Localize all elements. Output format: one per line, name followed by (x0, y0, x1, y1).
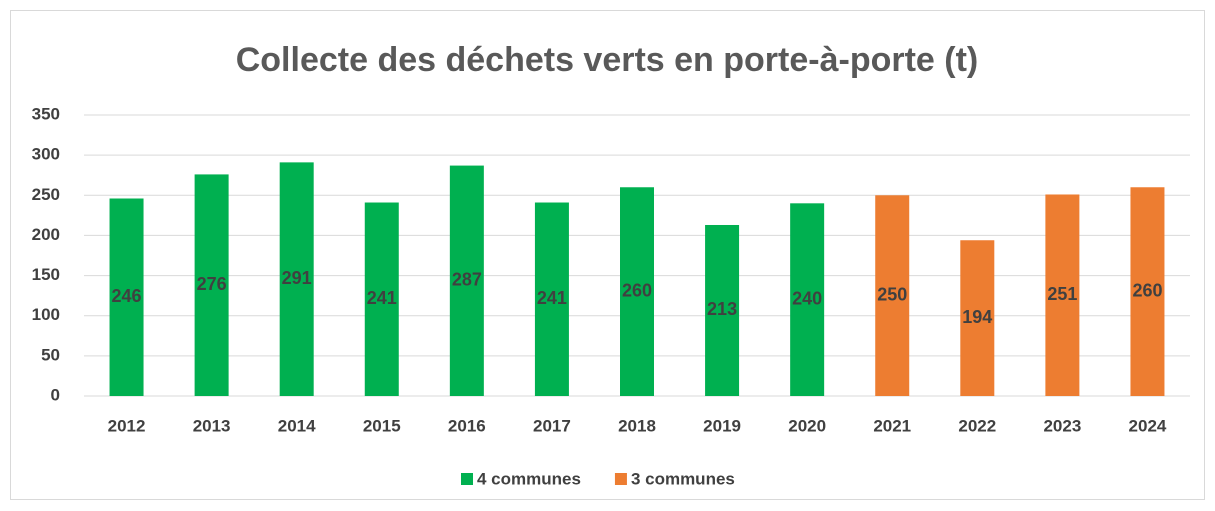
bar (534, 202, 569, 396)
data-label: 260 (1132, 280, 1162, 300)
data-label: 241 (367, 288, 397, 308)
bar (1130, 187, 1165, 396)
data-label: 241 (537, 288, 567, 308)
bar (364, 202, 399, 396)
bar (705, 224, 740, 396)
bar (875, 195, 910, 396)
x-tick-label: 2012 (108, 416, 146, 435)
data-label: 246 (112, 286, 142, 306)
x-tick-label: 2023 (1043, 416, 1081, 435)
chart-border (10, 10, 1205, 500)
bar (109, 198, 144, 396)
data-label: 291 (282, 268, 312, 288)
x-tick-label: 2019 (703, 416, 741, 435)
x-tick-label: 2021 (873, 416, 911, 435)
bar (279, 162, 314, 396)
data-label: 250 (877, 284, 907, 304)
x-tick-label: 2015 (363, 416, 401, 435)
data-label: 251 (1047, 284, 1077, 304)
data-label: 213 (707, 299, 737, 319)
data-label: 260 (622, 280, 652, 300)
x-tick-label: 2020 (788, 416, 826, 435)
x-tick-label: 2022 (958, 416, 996, 435)
x-tick-label: 2018 (618, 416, 656, 435)
legend-label: 4 communes (477, 469, 581, 488)
legend-label: 3 communes (631, 469, 735, 488)
y-tick-label: 50 (41, 345, 60, 364)
x-tick-label: 2017 (533, 416, 571, 435)
bar (960, 240, 995, 396)
data-label: 240 (792, 288, 822, 308)
y-tick-label: 250 (32, 185, 60, 204)
y-tick-label: 100 (32, 305, 60, 324)
legend-swatch (461, 473, 473, 485)
y-tick-label: 350 (32, 104, 60, 123)
data-label: 276 (197, 274, 227, 294)
x-tick-label: 2014 (278, 416, 316, 435)
y-tick-label: 300 (32, 145, 60, 164)
bar (194, 174, 229, 396)
y-tick-label: 0 (51, 385, 60, 404)
bar (449, 165, 484, 396)
x-tick-label: 2013 (193, 416, 231, 435)
data-label: 287 (452, 270, 482, 290)
bar (1045, 194, 1080, 396)
x-tick-label: 2016 (448, 416, 486, 435)
y-tick-label: 200 (32, 225, 60, 244)
chart-title: Collecte des déchets verts en porte-à-po… (236, 41, 979, 79)
bar (620, 187, 654, 396)
legend-swatch (614, 473, 627, 485)
data-label: 194 (962, 307, 992, 327)
y-tick-label: 150 (32, 265, 60, 284)
x-tick-label: 2024 (1129, 416, 1167, 435)
bar (790, 203, 825, 396)
